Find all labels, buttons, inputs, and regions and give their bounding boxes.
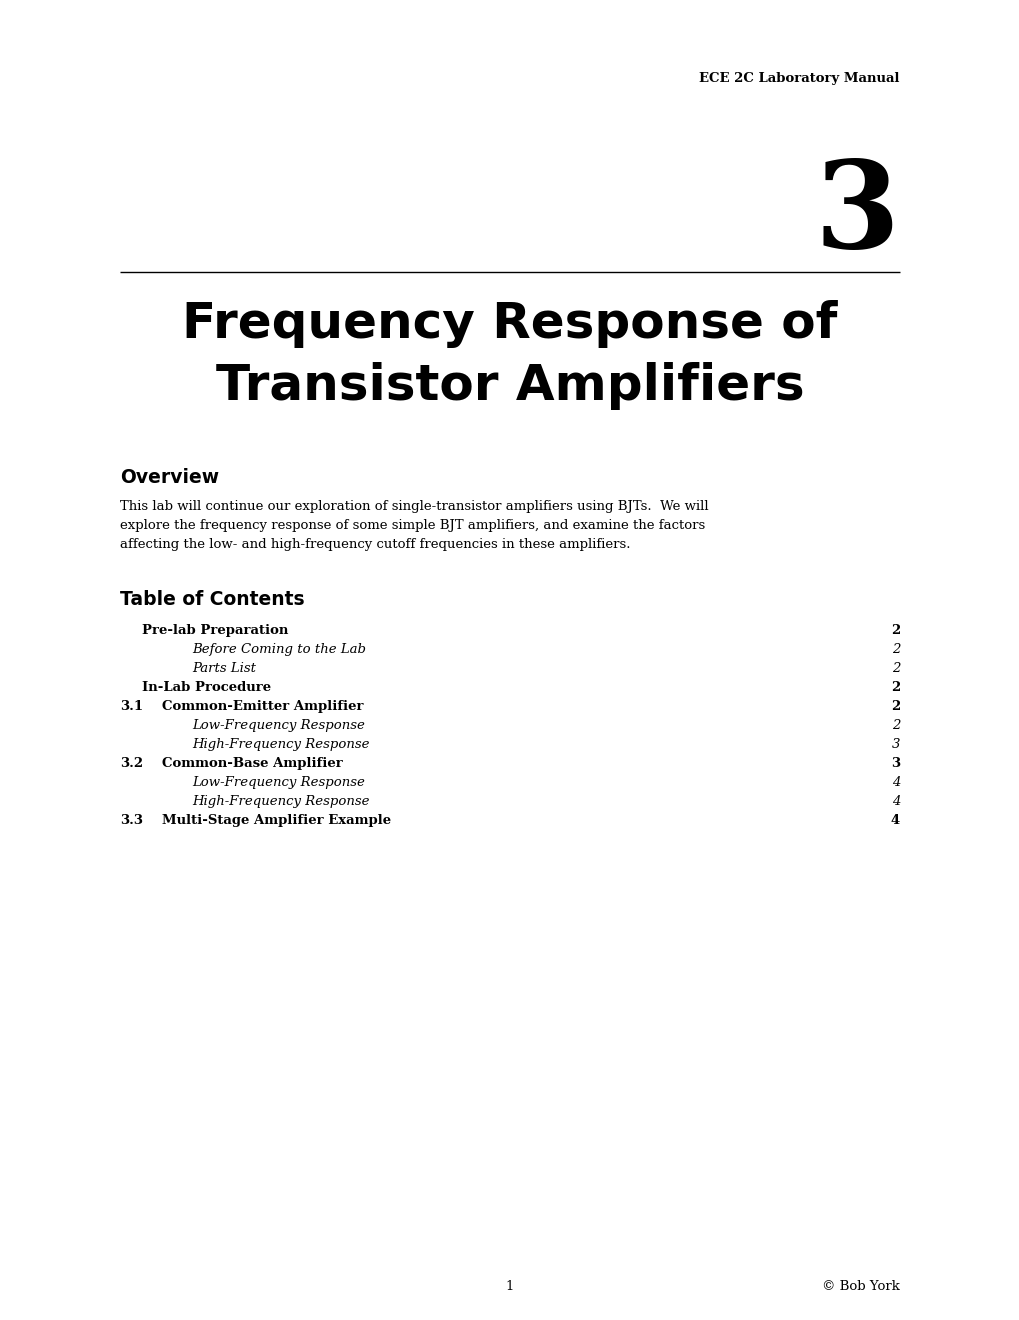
Text: 2: 2 [890,681,899,694]
Text: 3: 3 [814,154,899,273]
Text: Before Coming to the Lab: Before Coming to the Lab [192,643,366,656]
Text: Low-Frequency Response: Low-Frequency Response [192,719,365,733]
Text: 3: 3 [891,738,899,751]
Text: 3.2: 3.2 [120,756,143,770]
Text: Frequency Response of: Frequency Response of [182,300,837,348]
Text: Low-Frequency Response: Low-Frequency Response [192,776,365,789]
Text: High-Frequency Response: High-Frequency Response [192,738,369,751]
Text: ECE 2C Laboratory Manual: ECE 2C Laboratory Manual [699,73,899,84]
Text: affecting the low- and high-frequency cutoff frequencies in these amplifiers.: affecting the low- and high-frequency cu… [120,539,630,550]
Text: This lab will continue our exploration of single-transistor amplifiers using BJT: This lab will continue our exploration o… [120,500,708,513]
Text: Common-Emitter Amplifier: Common-Emitter Amplifier [162,700,363,713]
Text: 2: 2 [891,643,899,656]
Text: 3.1: 3.1 [120,700,143,713]
Text: Overview: Overview [120,469,219,487]
Text: High-Frequency Response: High-Frequency Response [192,795,369,808]
Text: 2: 2 [890,700,899,713]
Text: Pre-lab Preparation: Pre-lab Preparation [142,624,288,638]
Text: explore the frequency response of some simple BJT amplifiers, and examine the fa: explore the frequency response of some s… [120,519,704,532]
Text: 4: 4 [890,814,899,828]
Text: 2: 2 [891,719,899,733]
Text: © Bob York: © Bob York [821,1280,899,1294]
Text: 4: 4 [891,776,899,789]
Text: 2: 2 [890,624,899,638]
Text: Multi-Stage Amplifier Example: Multi-Stage Amplifier Example [162,814,390,828]
Text: Table of Contents: Table of Contents [120,590,305,609]
Text: In-Lab Procedure: In-Lab Procedure [142,681,271,694]
Text: 3.3: 3.3 [120,814,143,828]
Text: Common-Base Amplifier: Common-Base Amplifier [162,756,342,770]
Text: 4: 4 [891,795,899,808]
Text: 1: 1 [505,1280,514,1294]
Text: Parts List: Parts List [192,663,256,675]
Text: 2: 2 [891,663,899,675]
Text: 3: 3 [890,756,899,770]
Text: Transistor Amplifiers: Transistor Amplifiers [215,362,804,411]
